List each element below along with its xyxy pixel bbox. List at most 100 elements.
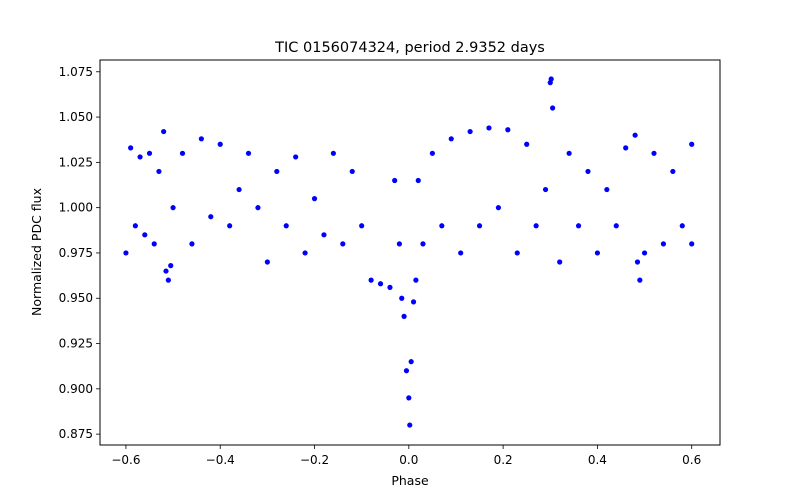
x-tick-label: −0.2	[300, 453, 329, 467]
data-point	[132, 223, 138, 229]
data-point	[476, 223, 483, 229]
data-point	[486, 125, 492, 131]
data-point	[392, 177, 398, 184]
data-point	[670, 168, 676, 175]
data-point	[208, 214, 214, 220]
data-point	[514, 250, 520, 256]
x-axis-ticks: −0.6 −0.4 −0.2 0.0 0.2 0.4 0.6	[111, 445, 701, 467]
data-point	[448, 136, 454, 142]
data-point	[156, 168, 162, 175]
data-point	[689, 241, 695, 247]
data-point	[387, 284, 393, 290]
x-tick-label: 0.6	[682, 453, 701, 467]
data-point	[408, 359, 414, 365]
data-point	[189, 241, 195, 247]
data-point	[123, 250, 129, 256]
data-point	[467, 128, 473, 135]
data-point	[340, 241, 346, 247]
data-point	[217, 141, 223, 147]
data-point	[429, 150, 435, 156]
data-point	[170, 205, 176, 211]
data-point	[637, 277, 643, 283]
data-points	[123, 76, 695, 428]
data-point	[163, 268, 169, 274]
data-point	[401, 313, 407, 319]
data-point	[495, 205, 502, 211]
y-tick-label: 0.950	[59, 291, 93, 305]
data-point	[396, 241, 402, 247]
data-point	[236, 186, 242, 193]
data-point	[349, 168, 355, 175]
y-tick-label: 1.000	[59, 201, 93, 215]
data-point	[359, 223, 365, 229]
y-tick-label: 0.900	[59, 382, 93, 396]
data-point	[151, 241, 157, 247]
data-point	[505, 127, 511, 133]
data-point	[403, 368, 410, 374]
x-axis-label: Phase	[391, 473, 429, 488]
y-tick-label: 0.875	[59, 427, 93, 441]
x-tick-label: 0.0	[399, 453, 418, 467]
data-point	[550, 105, 556, 111]
x-tick-label: 0.2	[494, 453, 513, 467]
data-point	[415, 177, 421, 184]
data-point	[524, 141, 530, 147]
data-point	[165, 277, 171, 283]
data-point	[142, 232, 148, 238]
data-point	[585, 168, 591, 175]
data-point	[407, 422, 413, 428]
data-point	[168, 263, 174, 269]
data-point	[410, 299, 417, 305]
data-point	[566, 150, 572, 156]
plot-frame	[99, 59, 721, 446]
data-point	[255, 205, 261, 211]
data-point	[406, 395, 412, 401]
x-tick-label: 0.4	[588, 453, 607, 467]
data-point	[377, 281, 384, 287]
y-tick-label: 1.025	[59, 155, 93, 169]
data-point	[641, 250, 648, 256]
data-point	[604, 186, 610, 193]
data-point	[594, 250, 601, 256]
y-tick-label: 1.050	[59, 110, 93, 124]
x-tick-label: −0.6	[111, 453, 140, 467]
data-point	[227, 223, 233, 229]
y-axis-ticks: 0.875 0.900 0.925 0.950 0.975 1.000 1.025 1.050…	[59, 65, 100, 441]
data-point	[321, 232, 327, 238]
x-tick-label: −0.4	[206, 453, 235, 467]
data-point	[161, 128, 167, 135]
data-point	[634, 259, 641, 265]
data-point	[311, 196, 318, 202]
data-point	[413, 277, 419, 283]
data-point	[689, 141, 695, 147]
data-point	[293, 154, 299, 160]
data-point	[245, 150, 252, 156]
data-point	[548, 76, 554, 82]
data-point	[274, 168, 280, 175]
data-point	[146, 150, 153, 156]
data-point	[399, 295, 405, 301]
data-point	[679, 223, 685, 229]
data-point	[613, 223, 619, 229]
data-point	[533, 223, 539, 229]
data-point	[302, 250, 308, 256]
data-point	[632, 132, 638, 138]
data-point	[660, 241, 667, 247]
data-point	[198, 136, 204, 142]
data-point	[439, 223, 445, 229]
data-point	[330, 150, 336, 156]
data-point	[264, 259, 270, 265]
y-tick-label: 0.925	[59, 337, 93, 351]
chart-title: TIC 0156074324, period 2.9352 days	[274, 40, 545, 56]
data-point	[368, 277, 374, 283]
data-point	[542, 186, 549, 193]
data-point	[458, 250, 464, 256]
data-point	[137, 154, 143, 160]
data-point	[283, 223, 289, 229]
y-axis-label: Normalized PDC flux	[29, 188, 44, 316]
data-point	[420, 241, 426, 247]
y-tick-label: 1.075	[59, 65, 93, 79]
data-point	[557, 259, 563, 265]
